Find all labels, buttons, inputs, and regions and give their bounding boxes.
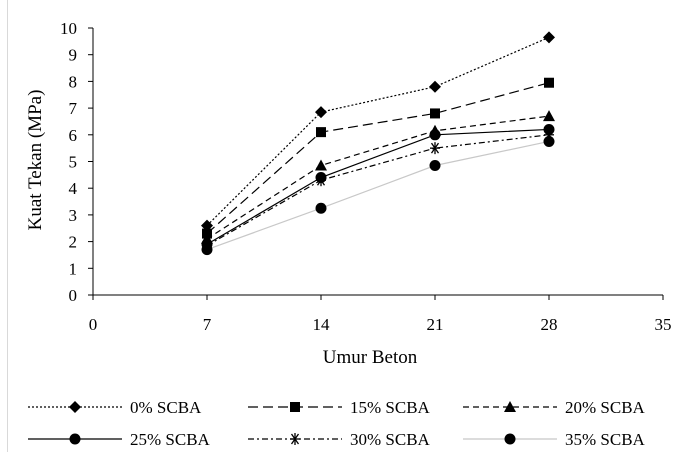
square-data-point bbox=[544, 77, 554, 88]
triangle-data-point bbox=[543, 110, 555, 122]
square-data-point bbox=[316, 127, 326, 138]
series-line bbox=[206, 140, 550, 251]
series-line bbox=[206, 134, 550, 247]
legend-item: 35% SCBA bbox=[463, 430, 646, 449]
legend-circle-marker bbox=[504, 433, 516, 445]
legend-item: 25% SCBA bbox=[28, 430, 211, 449]
legend-label: 35% SCBA bbox=[565, 430, 646, 449]
legend-item: 0% SCBA bbox=[28, 398, 202, 417]
series-line bbox=[206, 36, 550, 227]
y-tick-label: 7 bbox=[69, 99, 78, 118]
y-tick-label: 2 bbox=[69, 233, 78, 252]
legend-item: 15% SCBA bbox=[248, 398, 431, 417]
diamond-data-point bbox=[201, 219, 213, 232]
legend-label: 30% SCBA bbox=[350, 430, 431, 449]
diamond-data-point bbox=[429, 80, 441, 93]
axes bbox=[92, 28, 663, 296]
legend-asterisk-marker bbox=[290, 433, 300, 445]
triangle-data-point bbox=[315, 159, 327, 171]
y-tick-label: 1 bbox=[69, 259, 78, 278]
square-data-point bbox=[430, 108, 440, 119]
circle-data-point bbox=[429, 160, 441, 172]
asterisk-data-point bbox=[316, 174, 326, 187]
circle-data-point bbox=[429, 129, 441, 141]
legend-label: 0% SCBA bbox=[130, 398, 202, 417]
y-tick-label: 0 bbox=[69, 286, 78, 305]
y-axis-label: Kuat Tekan (MPa) bbox=[25, 90, 46, 231]
series-line bbox=[206, 115, 550, 240]
x-tick-label: 35 bbox=[655, 315, 672, 334]
series-lines bbox=[206, 36, 550, 251]
series-markers bbox=[201, 31, 555, 256]
circle-data-point bbox=[543, 135, 555, 147]
legend-item: 20% SCBA bbox=[463, 398, 646, 417]
x-tick-label: 0 bbox=[89, 315, 98, 334]
diamond-data-point bbox=[315, 106, 327, 119]
diamond-data-point bbox=[543, 31, 555, 44]
y-tick-label: 6 bbox=[69, 126, 78, 145]
x-axis-label: Umur Beton bbox=[323, 347, 418, 368]
y-tick-label: 4 bbox=[69, 179, 78, 198]
circle-data-point bbox=[201, 244, 213, 256]
y-tick-label: 3 bbox=[69, 206, 78, 225]
x-tick-label: 14 bbox=[313, 315, 331, 334]
circle-data-point bbox=[315, 202, 327, 214]
y-tick-label: 5 bbox=[69, 153, 78, 172]
legend-label: 25% SCBA bbox=[130, 430, 211, 449]
legend-square-marker bbox=[290, 402, 300, 412]
left-frame-border bbox=[7, 0, 8, 452]
legend-label: 15% SCBA bbox=[350, 398, 431, 417]
x-tick-label: 28 bbox=[541, 315, 558, 334]
legend-circle-marker bbox=[69, 433, 81, 445]
y-tick-label: 9 bbox=[69, 46, 78, 65]
legend-diamond-marker bbox=[69, 401, 81, 413]
y-tick-label: 8 bbox=[69, 72, 78, 91]
series-line bbox=[206, 128, 550, 245]
legend-label: 20% SCBA bbox=[565, 398, 646, 417]
asterisk-data-point bbox=[430, 142, 440, 155]
series-line bbox=[206, 82, 550, 235]
y-tick-label: 10 bbox=[60, 19, 77, 38]
legend-triangle-marker bbox=[504, 401, 516, 412]
x-tick-label: 7 bbox=[203, 315, 212, 334]
x-tick-label: 21 bbox=[427, 315, 444, 334]
legend-item: 30% SCBA bbox=[248, 430, 431, 449]
tick-labels: 0 7 14 21 28 35 0 1 2 3 4 5 6 7 8 9 10 bbox=[60, 19, 672, 334]
legend: 0% SCBA 15% SCBA 20% SCBA 25% SCBA 30% SCBA 3… bbox=[28, 398, 646, 449]
